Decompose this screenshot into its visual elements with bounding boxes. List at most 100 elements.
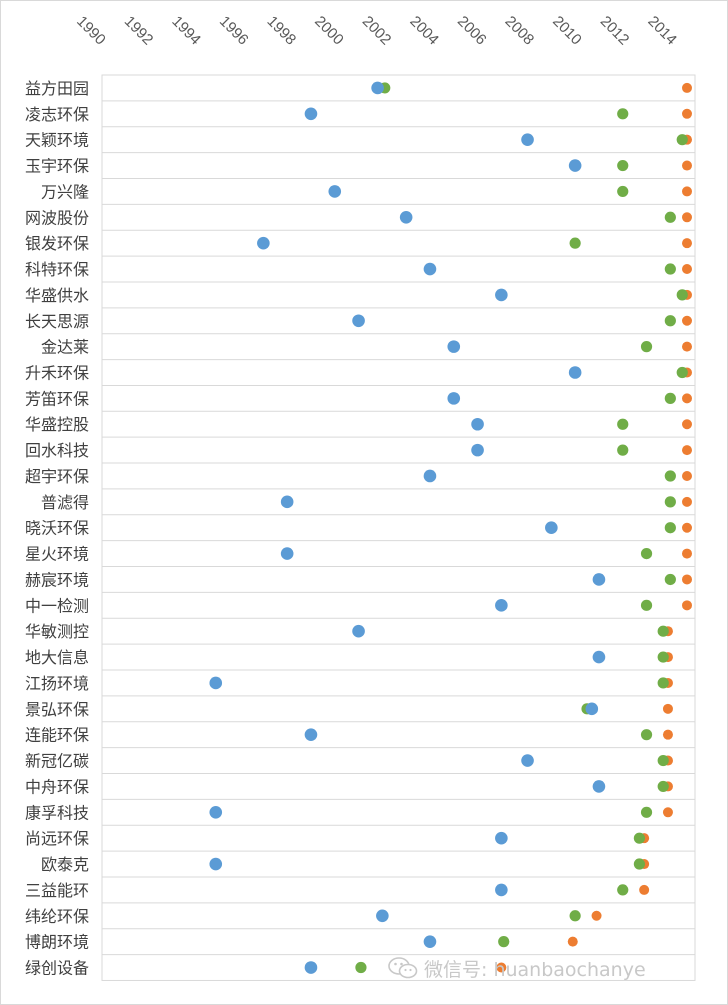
data-point-green: [657, 754, 669, 767]
category-label: 万兴隆: [41, 182, 89, 201]
data-point-blue: [371, 81, 384, 95]
data-point-blue: [209, 676, 223, 690]
x-tick-label: 2014: [644, 13, 680, 49]
data-point-orange: [682, 393, 692, 404]
data-point-blue: [304, 961, 318, 974]
category-label: 尚远环保: [25, 829, 89, 848]
category-label: 赫宸环境: [25, 570, 89, 589]
category-label: 中一检测: [25, 596, 89, 615]
x-tick-label: 1994: [168, 13, 204, 49]
data-point-orange: [682, 341, 692, 352]
data-point-blue: [592, 650, 606, 664]
data-points: [209, 81, 692, 974]
category-label: 连能环保: [25, 726, 89, 745]
data-point-orange: [682, 82, 692, 93]
data-point-green: [617, 418, 629, 430]
category-label: 晓沃环保: [25, 519, 89, 538]
data-point-orange: [682, 238, 692, 249]
data-point-orange: [682, 522, 692, 533]
watermark: 微信号: huanbaochanye: [388, 955, 646, 981]
category-label: 超宇环保: [25, 467, 89, 486]
category-label: 长天思源: [25, 312, 89, 331]
data-point-orange: [682, 445, 692, 456]
data-point-blue: [257, 236, 270, 250]
data-point-blue: [568, 159, 582, 172]
x-tick-label: 1998: [264, 13, 300, 49]
category-label: 华敏测控: [25, 622, 89, 641]
data-point-orange: [682, 548, 692, 559]
category-label: 绿创设备: [25, 959, 89, 978]
category-label: 益方田园: [25, 79, 89, 98]
category-label: 江扬环境: [25, 674, 89, 693]
data-point-blue: [209, 857, 223, 871]
data-point-green: [617, 159, 629, 172]
data-point-orange: [682, 160, 692, 171]
data-point-green: [664, 522, 676, 534]
x-tick-label: 2002: [359, 13, 395, 49]
x-tick-label: 1992: [121, 13, 157, 49]
data-point-green: [657, 625, 669, 637]
data-point-blue: [328, 185, 342, 198]
data-point-blue: [423, 262, 437, 276]
data-point-blue: [585, 702, 599, 716]
data-point-blue: [352, 624, 365, 638]
data-point-orange: [662, 729, 673, 740]
data-point-green: [664, 211, 676, 223]
data-point-blue: [423, 469, 437, 483]
data-point-blue: [209, 805, 223, 819]
category-label: 芳笛环保: [25, 389, 89, 408]
watermark-text: 微信号: huanbaochanye: [424, 958, 646, 981]
data-point-green: [676, 366, 688, 379]
category-label: 玉宇环保: [25, 157, 89, 176]
data-point-green: [617, 185, 629, 198]
data-point-orange: [567, 936, 578, 947]
data-point-orange: [682, 574, 692, 585]
data-point-blue: [471, 417, 484, 431]
category-label: 金达莱: [41, 338, 89, 357]
data-point-orange: [639, 884, 650, 895]
category-label: 网波股份: [25, 208, 89, 227]
x-tick-label: 2012: [597, 13, 633, 49]
data-point-blue: [592, 780, 606, 793]
plot-area: [101, 74, 696, 981]
category-label: 回水科技: [25, 441, 89, 460]
category-label: 新冠亿碳: [25, 752, 89, 771]
data-point-orange: [682, 600, 692, 611]
data-point-green: [633, 832, 646, 844]
category-label: 博朗环境: [25, 933, 89, 952]
data-point-green: [633, 858, 646, 870]
data-point-green: [676, 134, 688, 146]
data-point-green: [617, 444, 629, 456]
data-point-orange: [682, 315, 692, 326]
category-label: 天颖环境: [25, 131, 89, 150]
data-point-green: [664, 573, 676, 586]
category-label: 科特环保: [25, 260, 89, 279]
data-point-blue: [495, 599, 508, 612]
x-tick-label: 2000: [311, 13, 347, 49]
data-point-orange: [682, 470, 692, 481]
data-point-blue: [568, 366, 582, 379]
data-point-blue: [352, 314, 365, 328]
gridlines: [101, 74, 696, 981]
x-tick-label: 2004: [406, 13, 442, 49]
data-point-orange: [682, 186, 692, 197]
data-point-blue: [304, 728, 318, 741]
category-label: 三益能环: [25, 881, 89, 900]
data-point-blue: [521, 754, 534, 767]
data-point-orange: [591, 910, 602, 921]
data-point-green: [664, 392, 676, 404]
data-point-green: [657, 780, 669, 793]
data-point-green: [664, 470, 676, 482]
category-label: 欧泰克: [41, 855, 89, 874]
category-label: 华盛控股: [25, 415, 89, 434]
category-label: 升禾环保: [25, 364, 89, 383]
data-point-green: [664, 263, 676, 275]
category-label: 地大信息: [25, 648, 89, 667]
data-point-green: [657, 677, 669, 689]
data-point-blue: [545, 521, 558, 535]
data-point-blue: [471, 443, 484, 457]
data-point-blue: [304, 107, 318, 121]
data-point-blue: [521, 133, 534, 146]
